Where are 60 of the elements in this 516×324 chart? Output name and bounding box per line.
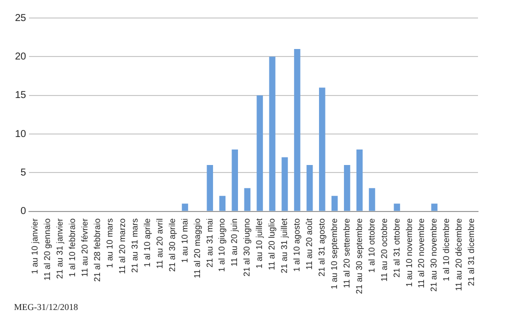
x-tick-label: 11 au 20 juin — [229, 218, 240, 266]
x-tick-label: 11 au 20 février — [80, 218, 90, 277]
bar — [232, 150, 238, 211]
x-tick-label: 11 al 20 maggio — [192, 218, 202, 278]
bar — [368, 188, 376, 211]
bar — [182, 204, 188, 211]
y-tick-label: 25 — [15, 12, 27, 24]
x-tick-label: 21 au 31 mai — [204, 218, 214, 268]
x-tick-label: 21 au 31 janvier — [54, 218, 65, 279]
x-tick-label: 1 au 10 septembre — [328, 218, 339, 290]
bar — [306, 164, 313, 211]
x-tick-label: 21 au 31 juillet — [279, 218, 290, 274]
y-tick-label: 20 — [15, 51, 27, 62]
x-tick-label: 21 au 30 septembre — [354, 218, 364, 294]
x-tick-label: 1 au 10 janvier — [30, 218, 40, 274]
y-tick-label: 10 — [15, 128, 27, 140]
x-tick-label: 21 al 28 febbraio — [92, 218, 102, 282]
x-tick-label: 11 au 20 décembre — [454, 218, 464, 292]
x-tick-label: 11 al 20 novembre — [416, 218, 426, 288]
x-tick-label: 21 au 31 mars — [129, 218, 140, 273]
x-tick-label: 1 al 10 ottobre — [366, 218, 376, 273]
x-tick-label: 11 au 20 août — [304, 218, 314, 270]
bar — [282, 157, 288, 211]
x-tick-label: 1 au 10 mai — [179, 218, 190, 263]
x-tick-label: 11 au 20 avril — [154, 218, 164, 269]
bar — [256, 95, 263, 211]
x-tick-label: 21 al 31 agosto — [316, 218, 326, 277]
bar — [344, 164, 350, 211]
bar — [431, 204, 438, 211]
bar — [331, 196, 338, 211]
x-tick-label: 1 al 10 giugno — [216, 218, 227, 272]
x-tick-label: 1 al 10 dicembre — [441, 218, 452, 282]
y-tick-label: 15 — [15, 90, 27, 102]
bar — [394, 204, 400, 211]
y-tick-label: 5 — [20, 167, 27, 178]
x-tick-label: 21 al 31 dicembre — [466, 218, 476, 286]
bar — [219, 196, 226, 211]
text: MEG-31/12/2018 — [14, 302, 78, 312]
x-tick-label: 21 al 30 aprile — [166, 218, 177, 272]
x-tick-label: 11 al 20 gennaio — [42, 218, 52, 281]
bar — [294, 48, 300, 211]
bar — [244, 188, 250, 211]
x-tick-label: 1 au 10 mars — [104, 218, 115, 268]
x-tick-label: 21 al 31 ottobre — [391, 218, 402, 278]
bar — [206, 164, 214, 211]
x-tick-label: 1 au 10 juillet — [254, 218, 264, 268]
x-tick-label: 21 al 30 giugno — [242, 218, 252, 277]
x-tick-label: 21 au 30 novembre — [428, 218, 439, 292]
bar — [356, 150, 363, 211]
x-tick-label: 1 al 10 febbraio — [67, 218, 78, 277]
x-tick-label: 11 al 20 luglio — [266, 218, 277, 270]
x-tick-label: 11 au 20 octobre — [378, 218, 389, 282]
x-tick-label: 1 al 10 agosto — [292, 218, 302, 272]
bar — [269, 56, 276, 211]
y-tick-label: 0 — [20, 206, 27, 218]
x-tick-label: 1 al 10 aprile — [142, 218, 152, 268]
x-tick-label: 1 au 10 novembre — [404, 218, 414, 287]
x-tick-label: 11 al 20 marzo — [116, 218, 127, 274]
bar — [319, 88, 326, 211]
x-tick-label: 11 al 20 settembre — [341, 218, 352, 288]
